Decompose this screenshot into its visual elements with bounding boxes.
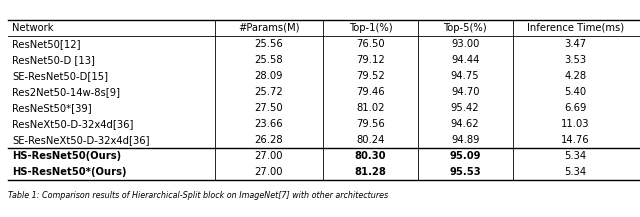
Text: 4.28: 4.28 [564, 71, 587, 81]
Text: 79.52: 79.52 [356, 71, 385, 81]
Text: 5.34: 5.34 [564, 167, 587, 177]
Text: 79.12: 79.12 [356, 55, 385, 65]
Text: Top-1(%): Top-1(%) [349, 23, 392, 33]
Text: Inference Time(ms): Inference Time(ms) [527, 23, 624, 33]
Text: 94.75: 94.75 [451, 71, 479, 81]
Text: 23.66: 23.66 [255, 119, 283, 129]
Text: 6.69: 6.69 [564, 103, 587, 113]
Text: SE-ResNeXt50-D-32x4d[36]: SE-ResNeXt50-D-32x4d[36] [12, 135, 150, 145]
Text: 94.44: 94.44 [451, 55, 479, 65]
Text: 76.50: 76.50 [356, 39, 385, 49]
Text: 94.70: 94.70 [451, 87, 479, 97]
Text: Table 1: Comparison results of Hierarchical-Split block on ImageNet[7] with othe: Table 1: Comparison results of Hierarchi… [8, 191, 388, 200]
Text: SE-ResNet50-D[15]: SE-ResNet50-D[15] [12, 71, 108, 81]
Text: 25.72: 25.72 [255, 87, 284, 97]
Text: ResNeSt50*[39]: ResNeSt50*[39] [12, 103, 92, 113]
Text: ResNeXt50-D-32x4d[36]: ResNeXt50-D-32x4d[36] [12, 119, 134, 129]
Text: 27.00: 27.00 [255, 167, 283, 177]
Text: 95.42: 95.42 [451, 103, 479, 113]
Text: 28.09: 28.09 [255, 71, 283, 81]
Text: 81.28: 81.28 [355, 167, 387, 177]
Text: 95.53: 95.53 [449, 167, 481, 177]
Text: 94.89: 94.89 [451, 135, 479, 145]
Text: 93.00: 93.00 [451, 39, 479, 49]
Text: 81.02: 81.02 [356, 103, 385, 113]
Text: 3.47: 3.47 [564, 39, 587, 49]
Text: 79.46: 79.46 [356, 87, 385, 97]
Text: 5.34: 5.34 [564, 151, 587, 161]
Text: Top-5(%): Top-5(%) [444, 23, 487, 33]
Text: Network: Network [12, 23, 54, 33]
Text: 14.76: 14.76 [561, 135, 590, 145]
Text: 3.53: 3.53 [564, 55, 587, 65]
Text: 5.40: 5.40 [564, 87, 587, 97]
Text: 94.62: 94.62 [451, 119, 479, 129]
Text: 80.30: 80.30 [355, 151, 387, 161]
Text: 26.28: 26.28 [255, 135, 283, 145]
Text: 27.00: 27.00 [255, 151, 283, 161]
Text: 79.56: 79.56 [356, 119, 385, 129]
Text: ResNet50-D [13]: ResNet50-D [13] [12, 55, 95, 65]
Text: Res2Net50-14w-8s[9]: Res2Net50-14w-8s[9] [12, 87, 120, 97]
Text: 95.09: 95.09 [449, 151, 481, 161]
Text: #Params(M): #Params(M) [238, 23, 300, 33]
Text: 25.58: 25.58 [255, 55, 283, 65]
Text: HS-ResNet50*(Ours): HS-ResNet50*(Ours) [12, 167, 127, 177]
Text: 27.50: 27.50 [255, 103, 283, 113]
Text: 11.03: 11.03 [561, 119, 590, 129]
Text: HS-ResNet50(Ours): HS-ResNet50(Ours) [12, 151, 122, 161]
Text: 80.24: 80.24 [356, 135, 385, 145]
Text: 25.56: 25.56 [255, 39, 284, 49]
Text: ResNet50[12]: ResNet50[12] [12, 39, 81, 49]
